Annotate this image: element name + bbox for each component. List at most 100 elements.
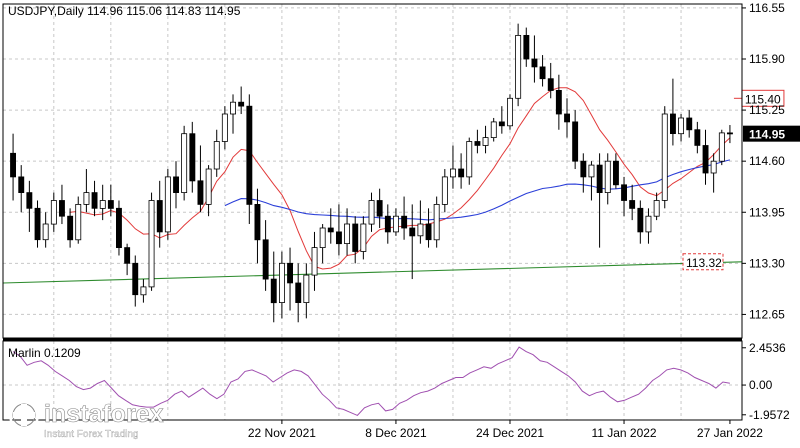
- candle-body: [270, 278, 277, 304]
- candle-body: [670, 113, 676, 135]
- candle-body: [686, 117, 693, 131]
- candle: [498, 106, 505, 134]
- y-tick-label: 114.60: [749, 154, 785, 168]
- candle: [588, 161, 595, 201]
- candle: [466, 137, 473, 185]
- candle: [580, 153, 587, 193]
- candle: [409, 204, 416, 280]
- candle: [18, 165, 25, 213]
- y-tick-label: 113.30: [749, 256, 785, 270]
- candle: [604, 153, 611, 205]
- candle: [246, 94, 253, 225]
- candle-body: [148, 200, 155, 288]
- candle-body: [335, 231, 342, 245]
- candle-body: [637, 207, 644, 233]
- x-tick-label: 24 Dec 2021: [476, 426, 544, 440]
- candle-body: [433, 203, 440, 241]
- candle: [287, 247, 293, 311]
- candle: [230, 94, 236, 134]
- candle: [425, 208, 432, 248]
- candle: [107, 184, 114, 217]
- candle-body: [181, 133, 188, 193]
- candle-body: [213, 141, 220, 170]
- candle-body: [564, 113, 570, 123]
- price-levels: 115.40 113.32: [682, 89, 785, 271]
- candle: [189, 121, 196, 193]
- candle: [295, 263, 302, 323]
- candle-body: [205, 168, 212, 205]
- candle: [352, 216, 359, 264]
- candle-body: [547, 78, 554, 91]
- candle-body: [425, 223, 432, 241]
- current-price-text: 114.95: [749, 128, 785, 142]
- candle: [205, 165, 212, 217]
- candle-body: [83, 192, 90, 205]
- candle-body: [107, 200, 114, 209]
- candle: [433, 196, 440, 248]
- candle: [221, 106, 228, 150]
- marlin-tick-label: 2.4536: [749, 341, 786, 355]
- axes: 116.55 115.90 115.25 114.60 113.95 113.30 112.…: [2, 1, 800, 440]
- candle-body: [140, 286, 147, 296]
- candle: [99, 184, 106, 221]
- candle-body: [523, 35, 530, 60]
- candle: [344, 208, 350, 256]
- slow-ma-line: [224, 159, 731, 221]
- price-pane-frame: [2, 3, 743, 339]
- candle: [197, 145, 204, 213]
- candle-body: [230, 101, 236, 115]
- y-tick-label: 115.90: [749, 52, 785, 66]
- candlestick-series: [10, 23, 733, 323]
- candle-body: [572, 121, 579, 162]
- candle-body: [254, 203, 261, 241]
- candle: [140, 279, 147, 303]
- candle: [596, 153, 603, 248]
- candle: [262, 220, 269, 291]
- long-ma-line: [2, 261, 743, 284]
- candle-body: [344, 223, 350, 245]
- candle: [507, 94, 513, 130]
- candle: [449, 145, 456, 189]
- candle-body: [303, 274, 310, 304]
- candle-body: [67, 215, 74, 241]
- y-tick-label: 113.95: [749, 205, 785, 219]
- candle: [34, 200, 41, 248]
- candle: [91, 180, 98, 217]
- candle-body: [384, 215, 391, 233]
- candle: [75, 196, 82, 244]
- candle-body: [401, 215, 408, 229]
- logo-brand-text: instaforex: [44, 400, 164, 428]
- candle-body: [718, 132, 725, 162]
- candle-body: [132, 262, 139, 296]
- candle-body: [368, 200, 375, 225]
- candle: [50, 192, 57, 232]
- candle-body: [588, 164, 595, 178]
- candle-body: [124, 247, 131, 264]
- candle: [490, 117, 497, 142]
- candle: [458, 153, 465, 189]
- candle-body: [392, 215, 399, 233]
- marlin-label: Marlin 0.1209: [8, 346, 81, 360]
- candle-body: [262, 239, 269, 280]
- level-label-text: 115.40: [745, 92, 781, 106]
- x-tick-label: 8 Dec 2021: [365, 426, 427, 440]
- candle-body: [360, 223, 367, 252]
- candle: [653, 192, 660, 221]
- candle: [327, 208, 334, 244]
- candle: [303, 263, 310, 319]
- marlin-indicator: [12, 346, 730, 416]
- candle: [417, 200, 424, 244]
- marlin-tick-label: 0.00: [749, 378, 773, 392]
- candle-body: [555, 90, 562, 115]
- moving-averages: [2, 87, 743, 284]
- candle: [523, 27, 530, 67]
- candle-body: [727, 132, 733, 135]
- candle: [173, 161, 179, 209]
- candle-body: [596, 164, 603, 194]
- candle-body: [173, 176, 179, 193]
- candle: [718, 129, 725, 166]
- candle: [384, 204, 391, 244]
- candle-body: [507, 97, 513, 127]
